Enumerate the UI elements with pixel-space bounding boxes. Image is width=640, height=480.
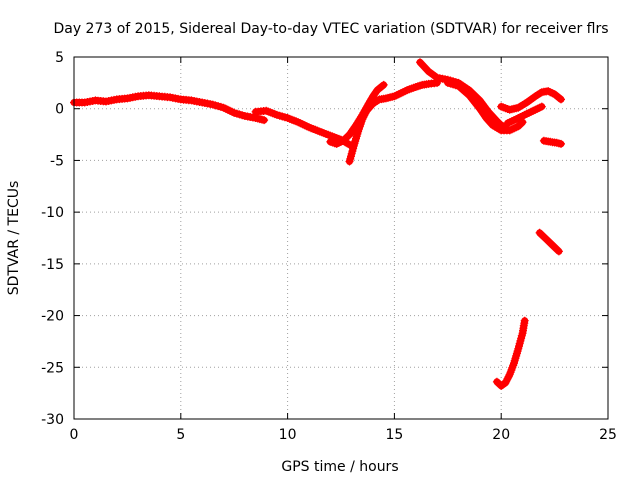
data-series: [70, 91, 269, 125]
y-tick-label: -5: [50, 153, 64, 169]
data-series: [345, 78, 442, 166]
data-point: [260, 116, 269, 125]
data-point: [557, 139, 565, 148]
x-tick-label: 25: [599, 427, 617, 443]
data-point: [360, 110, 369, 119]
x-tick-label: 0: [70, 427, 79, 443]
data-point: [487, 111, 496, 120]
data-series: [503, 102, 546, 128]
data-point: [502, 376, 511, 385]
data-series: [443, 78, 527, 135]
x-tick-label: 10: [279, 427, 297, 443]
ticks: 0 5 10 15 20 25 -30 -25 -20 -15 -10 -5 0 5: [41, 50, 617, 443]
y-tick-label: -25: [41, 360, 64, 376]
data-point: [537, 102, 546, 111]
y-tick-label: 5: [55, 50, 64, 66]
data-point: [421, 63, 430, 72]
y-tick-label: -30: [41, 412, 64, 428]
data-point: [370, 90, 379, 99]
series-line: [70, 91, 268, 124]
data-point: [419, 61, 428, 70]
data-layer: [70, 58, 565, 390]
y-axis-label: SDTVAR / TECUs: [6, 181, 22, 296]
data-series: [497, 87, 565, 114]
x-tick-label: 20: [492, 427, 510, 443]
y-tick-label: -10: [41, 205, 64, 221]
y-tick-label: 0: [55, 102, 64, 118]
data-point: [417, 60, 426, 68]
y-tick-label: -20: [41, 309, 64, 325]
data-series: [539, 136, 565, 148]
x-tick-label: 5: [176, 427, 185, 443]
data-series: [492, 316, 529, 390]
data-point: [422, 65, 431, 74]
data-point: [463, 89, 472, 98]
data-point: [489, 113, 498, 122]
x-axis-label: GPS time / hours: [281, 459, 398, 475]
chart-title: Day 273 of 2015, Sidereal Day-to-day VTE…: [53, 21, 608, 37]
data-point: [557, 95, 565, 104]
data-point: [520, 316, 529, 325]
data-point: [416, 58, 424, 67]
data-series: [251, 106, 356, 150]
data-point: [379, 80, 388, 89]
data-series: [535, 228, 563, 256]
y-tick-label: -15: [41, 257, 64, 273]
data-series: [416, 58, 510, 132]
data-point: [553, 245, 562, 254]
plot-frame: [73, 56, 609, 420]
x-tick-label: 15: [385, 427, 403, 443]
data-point: [554, 247, 563, 256]
data-point: [491, 115, 500, 124]
data-point: [482, 114, 491, 122]
